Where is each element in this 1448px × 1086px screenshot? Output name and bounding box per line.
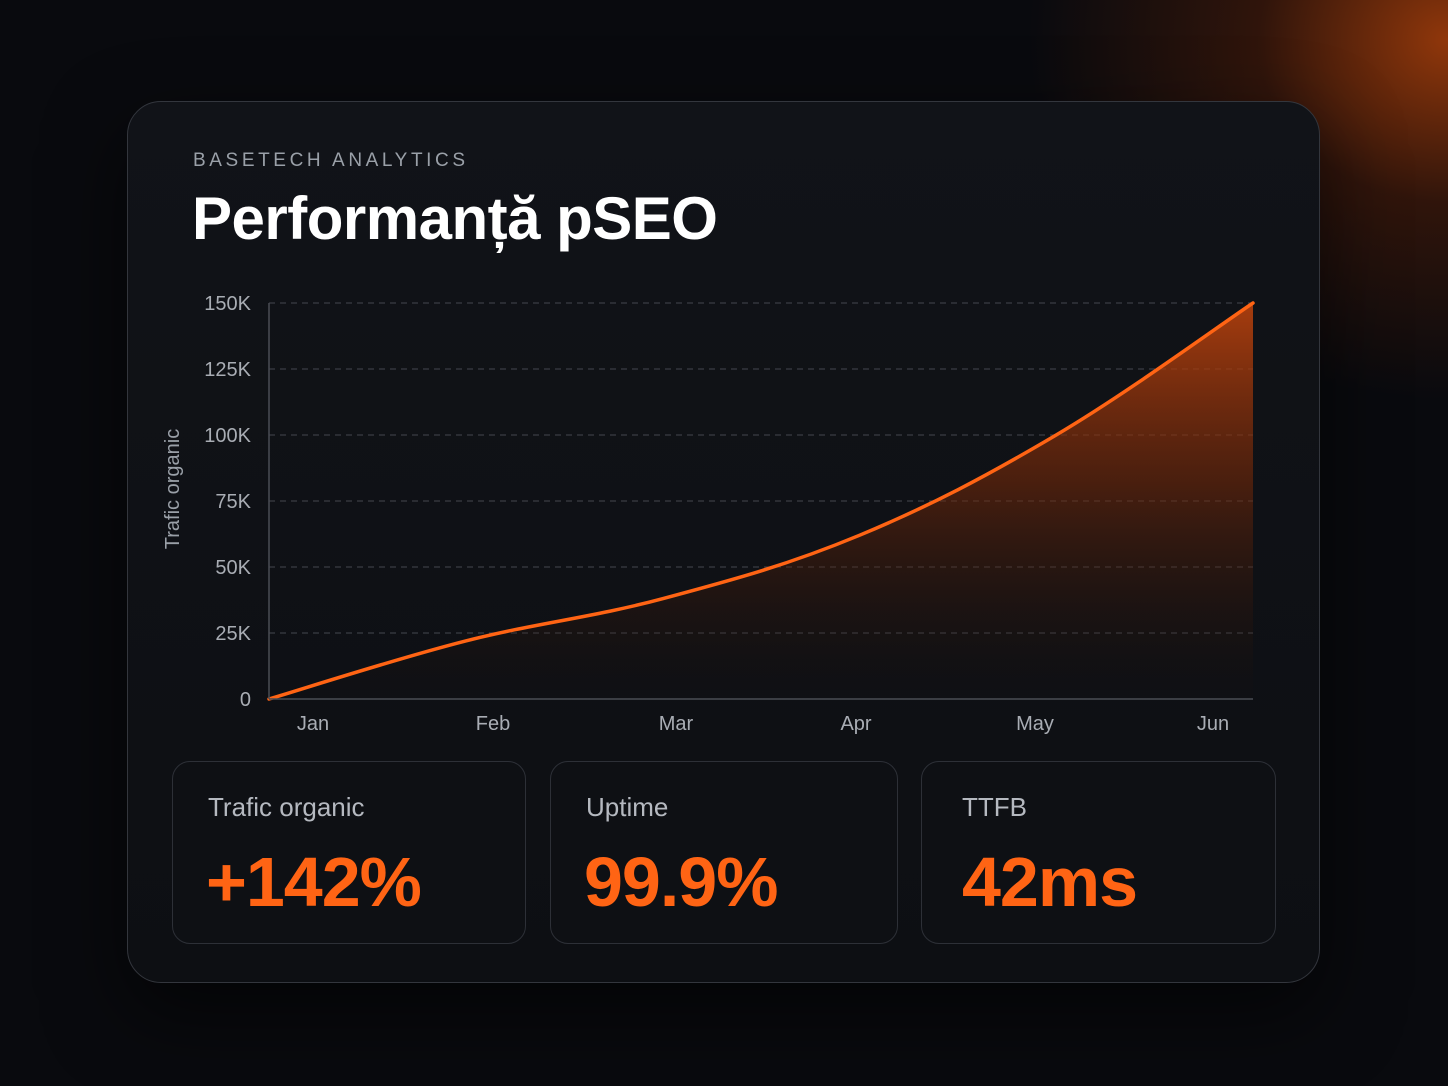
x-tick-label: Jan [297, 713, 329, 735]
stat-value-traffic: +142% [206, 843, 422, 921]
x-tick-label: May [1016, 713, 1054, 735]
stat-card-traffic: Trafic organic +142% [172, 761, 526, 944]
traffic-series-line [267, 301, 1255, 701]
brand-eyebrow: BASETECH ANALYTICS [193, 150, 469, 171]
x-tick-label: Jun [1197, 713, 1229, 735]
x-tick-labels: Jan Feb Mar Apr May Jun [297, 713, 1229, 735]
stat-label-traffic: Trafic organic [208, 792, 365, 822]
stat-value-ttfb: 42ms [962, 843, 1138, 921]
axes [268, 303, 1253, 700]
y-axis-label: Trafic organic [162, 429, 184, 549]
stat-card-ttfb: TTFB 42ms [921, 761, 1276, 944]
y-tick-label: 50K [215, 557, 251, 579]
x-tick-label: Feb [476, 713, 510, 735]
y-tick-label: 25K [215, 623, 251, 645]
y-tick-label: 125K [204, 359, 251, 381]
page-title: Performanță pSEO [192, 185, 718, 252]
x-tick-label: Apr [840, 713, 871, 735]
stat-card-uptime: Uptime 99.9% [550, 761, 898, 944]
traffic-area-fill [269, 303, 1253, 699]
stat-value-uptime: 99.9% [584, 843, 778, 921]
y-tick-label: 0 [240, 689, 251, 711]
x-tick-label: Mar [659, 713, 694, 735]
y-tick-label: 150K [204, 293, 251, 315]
y-tick-labels: 0 25K 50K 75K 100K 125K 150K [204, 293, 251, 711]
y-tick-label: 75K [215, 491, 251, 513]
y-tick-label: 100K [204, 425, 251, 447]
stat-label-ttfb: TTFB [962, 792, 1027, 822]
stat-label-uptime: Uptime [586, 792, 669, 822]
